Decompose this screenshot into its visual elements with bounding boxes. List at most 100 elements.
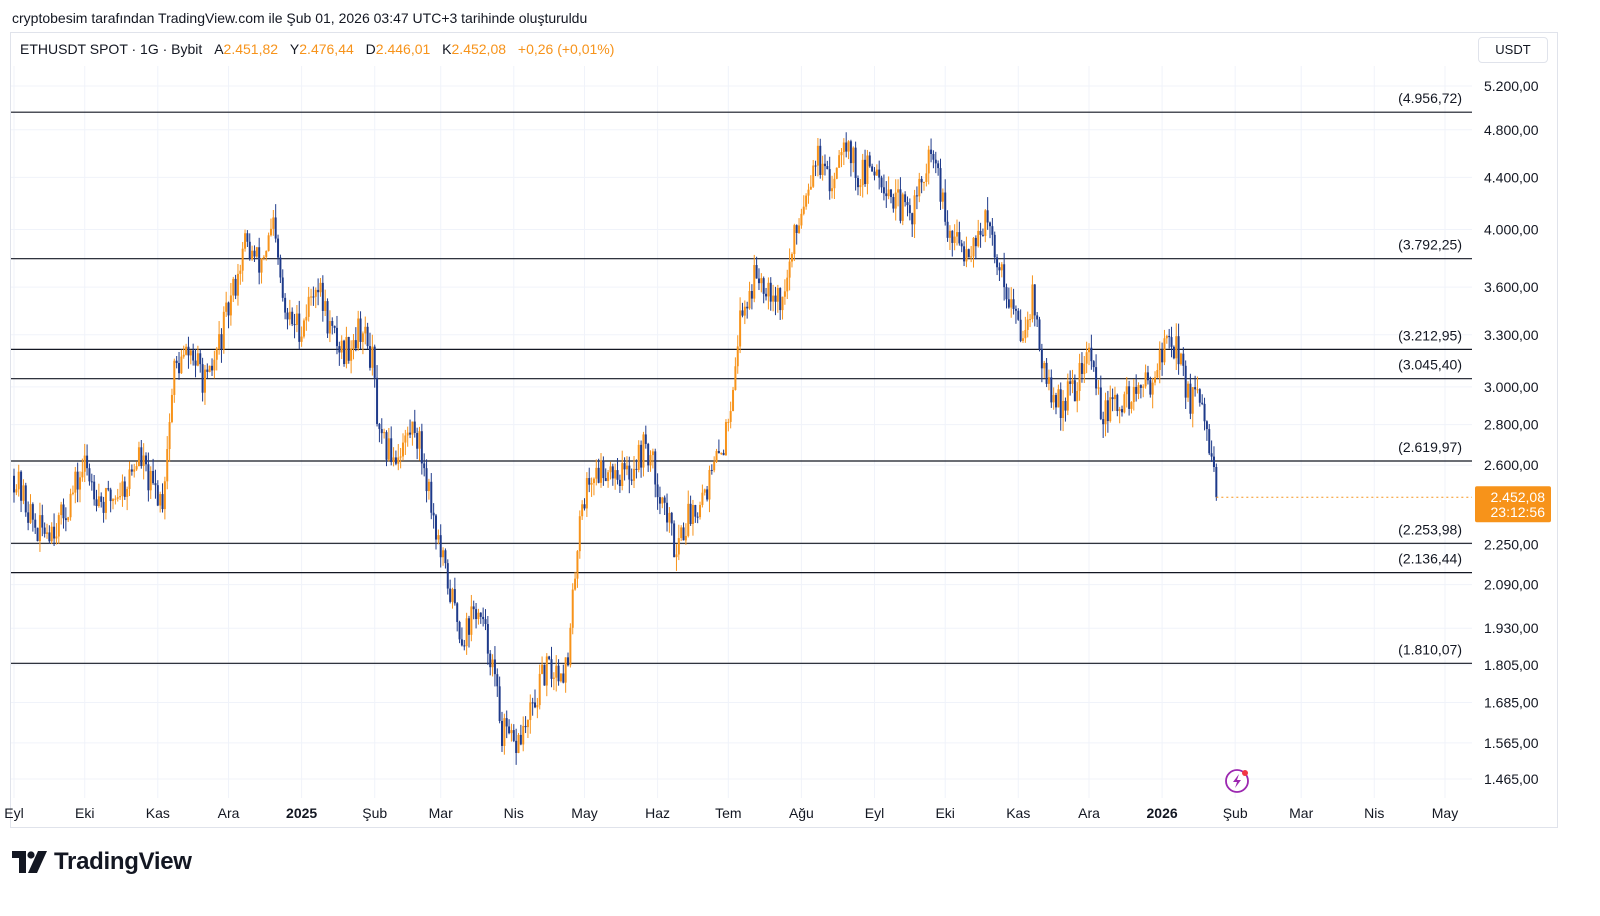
currency-button[interactable]: USDT xyxy=(1478,37,1548,63)
candle-body xyxy=(189,350,192,356)
candle-body xyxy=(960,243,963,247)
candle-body xyxy=(1154,377,1157,383)
candle-body xyxy=(809,186,812,190)
candle-body xyxy=(887,189,890,197)
candle-body xyxy=(774,295,777,302)
candle-body xyxy=(57,515,60,537)
candle-body xyxy=(154,483,157,486)
candle-body xyxy=(1142,386,1145,388)
candle-body xyxy=(251,250,254,260)
candle-body xyxy=(821,163,824,175)
candle-body xyxy=(939,168,942,202)
candle-body xyxy=(361,333,364,342)
candle-body xyxy=(498,686,501,721)
candle-body xyxy=(1106,400,1109,422)
x-tick-label: Mar xyxy=(1289,805,1313,821)
candle-body xyxy=(368,346,371,368)
candle-body xyxy=(371,346,374,368)
candle-body xyxy=(616,470,619,480)
tradingview-logo-text: TradingView xyxy=(54,848,192,875)
candle-body xyxy=(689,503,692,525)
candle-body xyxy=(1189,383,1192,414)
candle-body xyxy=(1071,380,1074,384)
candle-body xyxy=(812,165,815,187)
candle-body xyxy=(196,353,199,366)
candle-body xyxy=(798,225,801,233)
candle-body xyxy=(442,550,445,558)
candle-body xyxy=(944,192,947,222)
candle-body xyxy=(607,472,610,482)
x-tick-label: Şub xyxy=(362,805,387,821)
candle-body xyxy=(555,665,558,678)
candle-body xyxy=(1123,394,1126,413)
candle-body xyxy=(906,202,909,206)
candle-body xyxy=(269,228,272,236)
candle-body xyxy=(557,665,560,682)
candle-body xyxy=(409,432,412,435)
candle-body xyxy=(852,147,855,164)
candle-body xyxy=(840,152,843,156)
candle-body xyxy=(123,481,126,497)
symbol-name[interactable]: ETHUSDT SPOT · 1G · Bybit xyxy=(20,41,203,57)
candle-body xyxy=(1083,363,1086,374)
candle-body xyxy=(229,295,232,316)
candle-body xyxy=(279,257,282,278)
candle-body xyxy=(531,702,534,704)
candle-body xyxy=(340,340,343,353)
candle-body xyxy=(1059,389,1062,418)
candle-body xyxy=(215,348,218,360)
candle-body xyxy=(786,277,789,292)
candle-body xyxy=(1198,389,1201,403)
candle-body xyxy=(854,147,857,178)
tradingview-logo[interactable]: TradingView xyxy=(12,848,192,876)
candle-body xyxy=(1196,389,1199,391)
candle-body xyxy=(1017,310,1020,320)
level-label: (1.810,07) xyxy=(1398,641,1462,657)
candle-body xyxy=(814,165,817,167)
candle-body xyxy=(666,502,669,523)
candle-body xyxy=(114,498,117,500)
candle-body xyxy=(345,336,348,365)
candle-body xyxy=(232,278,235,296)
candle-body xyxy=(991,226,994,235)
candle-body xyxy=(432,512,435,516)
candle-body xyxy=(307,296,310,317)
level-label: (3.045,40) xyxy=(1398,357,1462,373)
candle-body xyxy=(390,438,393,463)
x-tick-label: Eyl xyxy=(865,805,884,821)
candle-body xyxy=(104,488,107,513)
candle-body xyxy=(996,257,999,268)
candle-body xyxy=(267,235,270,251)
candle-body xyxy=(1099,387,1102,420)
y-tick-label: 3.300,00 xyxy=(1484,327,1539,343)
close-label: K xyxy=(442,41,452,57)
candle-body xyxy=(1076,391,1079,402)
candle-body xyxy=(963,246,966,262)
x-tick-label: Nis xyxy=(1364,805,1384,821)
candle-body xyxy=(1102,419,1105,425)
candle-body xyxy=(383,432,386,434)
flash-alert-icon[interactable] xyxy=(1225,769,1249,793)
level-label: (3.212,95) xyxy=(1398,327,1462,343)
candle-body xyxy=(722,452,725,456)
candle-body xyxy=(486,624,489,654)
candle-body xyxy=(633,468,636,481)
candle-body xyxy=(310,296,313,298)
candle-body xyxy=(1104,400,1107,425)
candle-body xyxy=(915,195,918,197)
candle-body xyxy=(378,423,381,430)
candle-body xyxy=(790,254,793,262)
candle-body xyxy=(255,247,258,257)
candle-body xyxy=(781,296,784,311)
x-tick-label: Ara xyxy=(1078,805,1100,821)
candle-body xyxy=(166,449,169,482)
candle-body xyxy=(595,467,598,479)
candle-body xyxy=(878,169,881,178)
candle-body xyxy=(670,512,673,524)
candle-body xyxy=(380,429,383,434)
candle-body xyxy=(600,460,603,483)
candle-body xyxy=(621,463,624,486)
candle-body xyxy=(1168,335,1171,338)
candle-body xyxy=(453,589,456,604)
